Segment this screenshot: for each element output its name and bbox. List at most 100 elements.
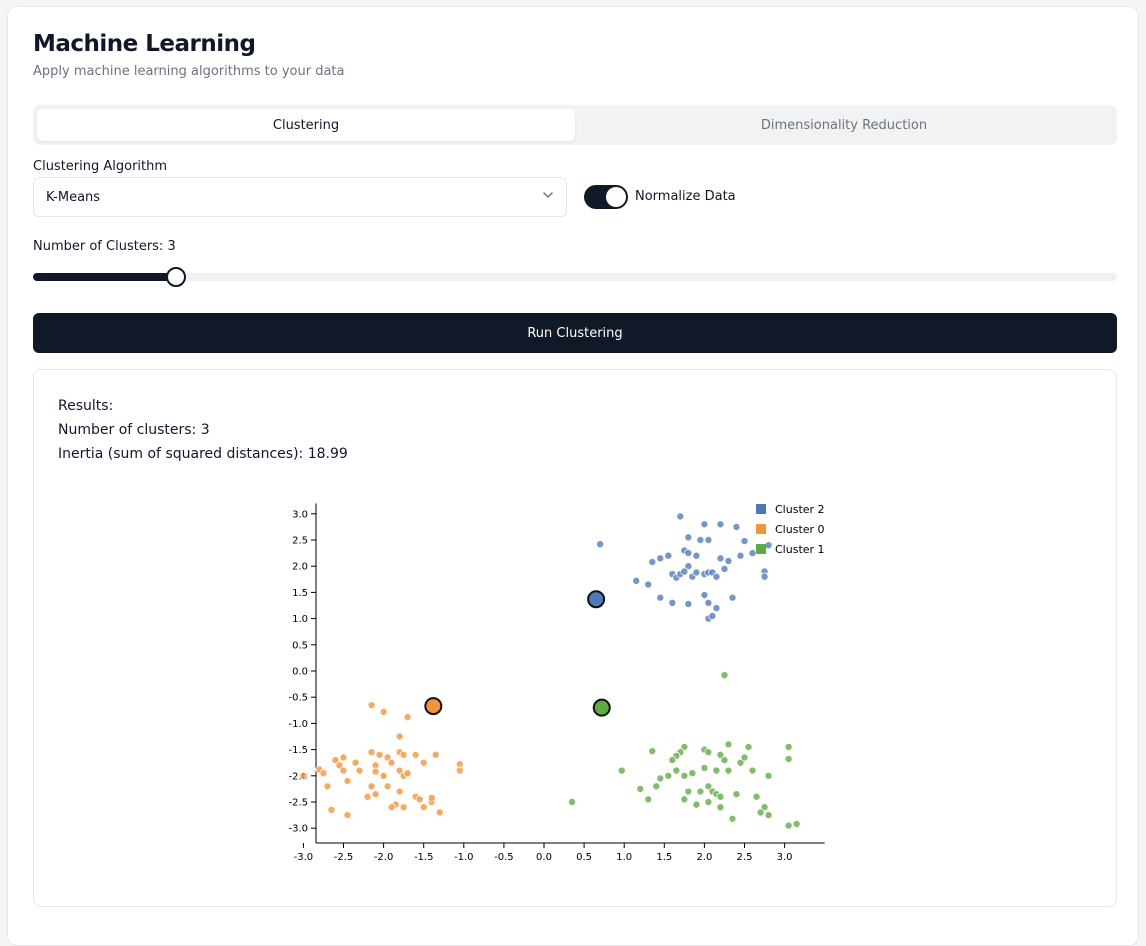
clusters-label: Number of Clusters: 3: [33, 239, 176, 254]
results-panel: Results: Number of clusters: 3 Inertia (…: [33, 369, 1117, 907]
y-tick-label: 2.0: [292, 562, 308, 573]
data-point: [379, 707, 388, 716]
data-point: [712, 572, 721, 581]
data-point: [752, 792, 761, 801]
data-point: [680, 795, 689, 804]
data-point: [395, 787, 404, 796]
data-point: [784, 742, 793, 751]
data-point: [367, 748, 376, 757]
data-point: [343, 811, 352, 820]
x-tick-label: -1.0: [454, 852, 474, 863]
data-point: [419, 758, 428, 767]
data-point: [684, 787, 693, 796]
algorithm-select[interactable]: K-Means: [33, 177, 567, 217]
data-point: [668, 756, 677, 765]
chevron-down-icon: [542, 189, 554, 205]
data-point: [415, 795, 424, 804]
data-point: [692, 551, 701, 560]
algorithm-value: K-Means: [46, 189, 101, 205]
x-tick-label: 2.0: [696, 852, 712, 863]
data-point: [700, 763, 709, 772]
centroid-marker: [424, 697, 443, 716]
normalize-toggle[interactable]: [584, 185, 628, 209]
data-point: [672, 766, 681, 775]
data-point: [664, 771, 673, 780]
page-title: Machine Learning: [33, 31, 256, 57]
data-point: [375, 750, 384, 759]
legend-swatch: [756, 544, 766, 554]
data-point: [656, 774, 665, 783]
data-point: [692, 568, 701, 577]
data-point: [724, 766, 733, 775]
y-tick-label: 0.5: [292, 640, 308, 651]
legend-swatch: [756, 524, 766, 534]
data-point: [720, 756, 729, 765]
results-inertia: Inertia (sum of squared distances): 18.9…: [58, 446, 348, 462]
data-point: [355, 766, 364, 775]
x-tick-label: 1.5: [656, 852, 672, 863]
data-point: [371, 790, 380, 799]
algorithm-label: Clustering Algorithm: [33, 159, 168, 174]
data-point: [617, 766, 626, 775]
data-point: [724, 740, 733, 749]
data-point: [712, 604, 721, 613]
data-point: [700, 591, 709, 600]
y-tick-label: -2.5: [288, 798, 308, 809]
data-point: [652, 782, 661, 791]
data-point: [648, 558, 657, 567]
tab-list: Clustering Dimensionality Reduction: [33, 105, 1117, 145]
data-point: [383, 782, 392, 791]
data-point: [684, 549, 693, 558]
legend-label: Cluster 2: [775, 503, 825, 516]
x-tick-label: 0.0: [536, 852, 552, 863]
data-point: [696, 787, 705, 796]
y-tick-label: 0.0: [292, 667, 308, 678]
data-point: [784, 755, 793, 764]
data-point: [784, 821, 793, 830]
data-point: [760, 572, 769, 581]
tab-dimensionality-reduction[interactable]: Dimensionality Reduction: [760, 117, 928, 133]
y-tick-label: -1.5: [288, 745, 308, 756]
page-subtitle: Apply machine learning algorithms to you…: [33, 64, 345, 79]
toggle-knob: [606, 187, 626, 207]
data-point: [403, 713, 412, 722]
data-point: [736, 758, 745, 767]
data-point: [680, 567, 689, 576]
x-tick-label: 3.0: [777, 852, 793, 863]
data-point: [748, 549, 757, 558]
clusters-slider-thumb[interactable]: [166, 267, 186, 287]
scatter-chart: 3.0 2.5 2.0 1.5 1.0 0.5 0.0 -0.5 -1.0 -1.5 -2.0 -2.…: [288, 503, 825, 863]
data-point: [411, 750, 420, 759]
data-point: [568, 797, 577, 806]
y-tick-label: 1.0: [292, 614, 308, 625]
data-point: [728, 593, 737, 602]
centroid-marker: [587, 590, 606, 609]
data-point: [720, 671, 729, 680]
data-point: [387, 758, 396, 767]
x-tick-label: -3.0: [294, 852, 314, 863]
y-tick-label: -3.0: [288, 824, 308, 835]
data-point: [395, 766, 404, 775]
data-point: [327, 805, 336, 814]
data-point: [764, 541, 773, 550]
data-point: [704, 598, 713, 607]
tab-clustering[interactable]: Clustering: [37, 109, 575, 141]
data-point: [331, 756, 340, 765]
data-point: [596, 540, 605, 549]
legend-swatch: [756, 504, 766, 514]
data-point: [720, 564, 729, 573]
clusters-slider-fill: [33, 273, 175, 281]
data-point: [363, 792, 372, 801]
y-tick-label: -1.0: [288, 719, 308, 730]
x-tick-label: 2.5: [737, 852, 753, 863]
data-point: [427, 793, 436, 802]
data-point: [764, 811, 773, 820]
data-point: [736, 551, 745, 560]
data-point: [716, 792, 725, 801]
data-point: [700, 520, 709, 529]
data-point: [343, 777, 352, 786]
run-clustering-button[interactable]: Run Clustering: [33, 313, 1117, 353]
x-tick-label: 1.0: [616, 852, 632, 863]
data-point: [644, 795, 653, 804]
clusters-slider-track[interactable]: [33, 273, 1117, 281]
